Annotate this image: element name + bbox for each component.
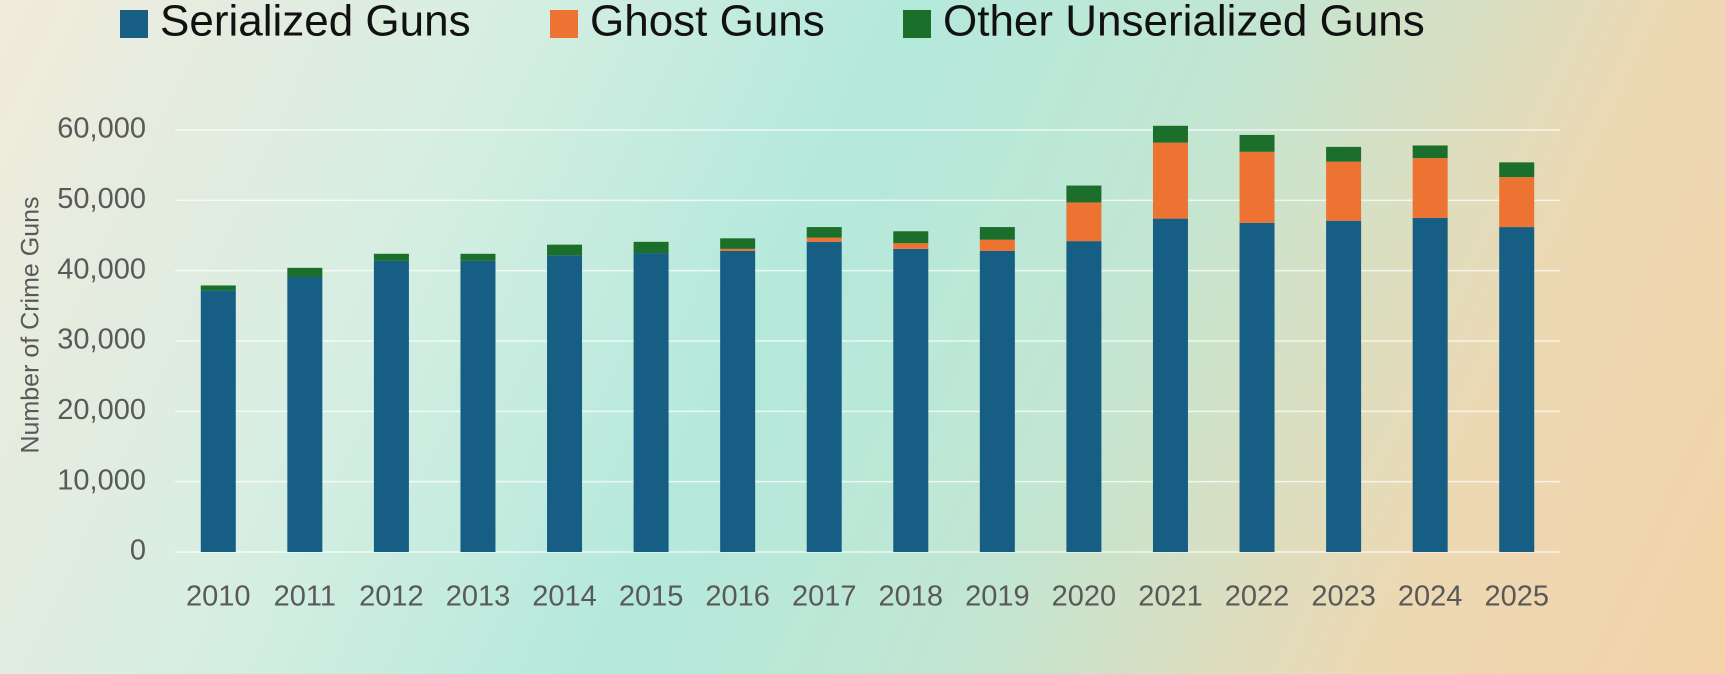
bar-segment bbox=[1499, 227, 1535, 552]
bar-segment bbox=[806, 227, 842, 238]
bar-segment bbox=[200, 290, 236, 552]
y-tick-label: 10,000 bbox=[57, 464, 146, 496]
bar-segment bbox=[893, 243, 929, 249]
bar-segment bbox=[893, 231, 929, 244]
x-tick-label: 2023 bbox=[1311, 581, 1376, 613]
bar-segment bbox=[287, 276, 323, 552]
legend-swatch bbox=[550, 10, 578, 38]
legend-swatch bbox=[903, 10, 931, 38]
x-tick-label: 2013 bbox=[446, 581, 511, 613]
bar-segment bbox=[1239, 151, 1275, 223]
bar-segment bbox=[1152, 142, 1188, 219]
bar-segment bbox=[1239, 222, 1275, 552]
x-tick-label: 2012 bbox=[359, 581, 424, 613]
x-tick-label: 2025 bbox=[1484, 581, 1549, 613]
x-tick-label: 2018 bbox=[879, 581, 944, 613]
x-tick-label: 2020 bbox=[1052, 581, 1117, 613]
legend-label: Other Unserialized Guns bbox=[943, 0, 1425, 46]
bar-segment bbox=[1412, 217, 1448, 552]
bar-segment bbox=[460, 260, 496, 552]
x-tick-label: 2024 bbox=[1398, 581, 1463, 613]
bar-segment bbox=[806, 241, 842, 552]
bar-segment bbox=[979, 227, 1015, 240]
bar-segment bbox=[720, 248, 756, 251]
legend-label: Serialized Guns bbox=[160, 0, 471, 46]
bar-segment bbox=[547, 244, 583, 256]
bar-segment bbox=[1066, 202, 1102, 242]
bar-segment bbox=[1239, 134, 1275, 152]
bar-segment bbox=[373, 253, 409, 261]
bar-segment bbox=[893, 248, 929, 552]
bar-segment bbox=[806, 237, 842, 242]
y-axis-title: Number of Crime Guns bbox=[17, 196, 45, 453]
bar-segment bbox=[720, 238, 756, 249]
y-tick-label: 30,000 bbox=[57, 324, 146, 356]
y-tick-label: 0 bbox=[130, 535, 146, 567]
y-tick-label: 20,000 bbox=[57, 394, 146, 426]
x-tick-label: 2016 bbox=[705, 581, 770, 613]
bar-segment bbox=[720, 250, 756, 552]
bar-segment bbox=[1499, 162, 1535, 178]
bar-segment bbox=[200, 285, 236, 291]
legend-swatch bbox=[120, 10, 148, 38]
bar-segment bbox=[1066, 185, 1102, 203]
x-tick-label: 2011 bbox=[274, 581, 336, 613]
bar-segment bbox=[1152, 125, 1188, 143]
y-tick-label: 60,000 bbox=[57, 113, 146, 145]
y-tick-label: 40,000 bbox=[57, 253, 146, 285]
bar-segment bbox=[460, 253, 496, 261]
x-tick-label: 2021 bbox=[1138, 581, 1203, 613]
bar-segment bbox=[633, 241, 669, 254]
legend-label: Ghost Guns bbox=[590, 0, 825, 46]
bar-segment bbox=[979, 250, 1015, 552]
y-tick-label: 50,000 bbox=[57, 183, 146, 215]
bar-segment bbox=[1412, 145, 1448, 159]
x-tick-label: 2017 bbox=[792, 581, 857, 613]
bar-segment bbox=[1066, 241, 1102, 553]
x-tick-label: 2010 bbox=[186, 581, 251, 613]
x-tick-label: 2014 bbox=[532, 581, 597, 613]
bar-segment bbox=[1412, 158, 1448, 218]
x-tick-label: 2022 bbox=[1225, 581, 1290, 613]
bar-segment bbox=[1326, 161, 1362, 221]
bar-segment bbox=[633, 253, 669, 553]
bar-segment bbox=[547, 255, 583, 552]
x-tick-label: 2019 bbox=[965, 581, 1030, 613]
bar-segment bbox=[1326, 220, 1362, 553]
x-tick-label: 2015 bbox=[619, 581, 684, 613]
bar-segment bbox=[287, 267, 323, 277]
bar-segment bbox=[1499, 177, 1535, 228]
bar-segment bbox=[1152, 218, 1188, 552]
bar-segment bbox=[373, 260, 409, 552]
bar-segment bbox=[979, 239, 1015, 251]
bar-segment bbox=[1326, 146, 1362, 162]
